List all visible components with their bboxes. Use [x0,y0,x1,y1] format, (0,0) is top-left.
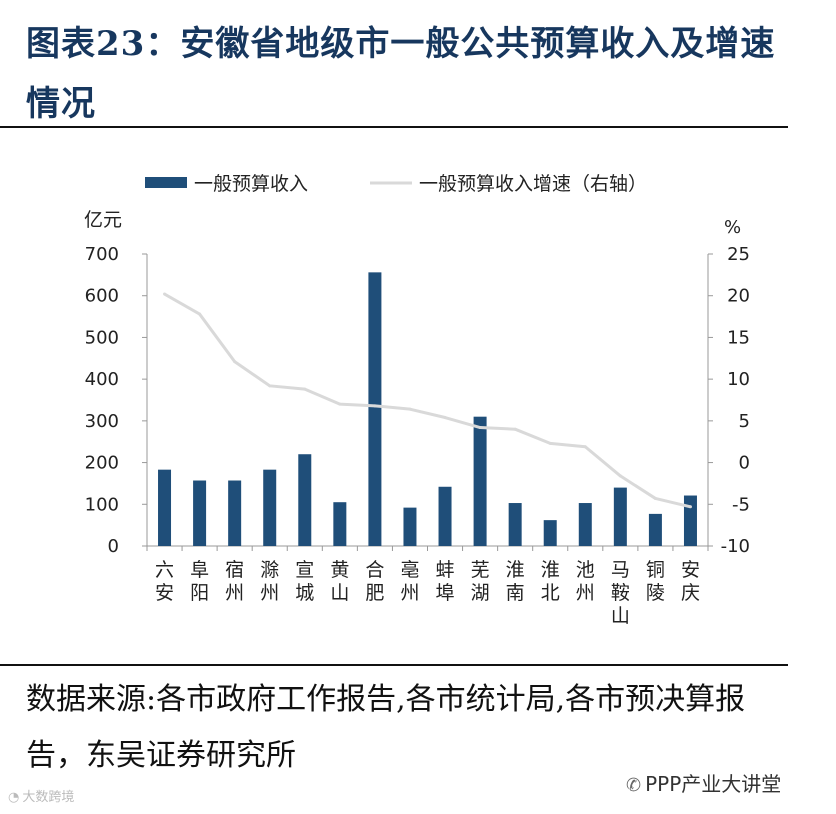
bar-淮北 [543,520,557,546]
x-label-安庆: 安庆 [681,559,700,604]
bar-滁州 [263,469,277,546]
y-right-tick-label: 20 [727,286,750,307]
growth-point-池州 [583,445,587,449]
growth-line [163,292,691,509]
bar-series [158,272,697,546]
y-right-tick-label: -5 [732,494,750,515]
bar-淮南 [508,503,522,546]
x-label-铜陵: 铜陵 [646,559,665,604]
growth-point-宣城 [303,387,307,391]
growth-point-六安 [163,292,167,296]
watermark-right-text: PPP产业大讲堂 [645,772,782,796]
x-label-池州: 池州 [576,559,595,604]
x-label-马鞍山: 马鞍山 [611,559,630,627]
source-note: 数据来源:各市政府工作报告,各市统计局,各市预决算报告，东吴证券研究所 [26,682,746,773]
growth-point-芜湖 [478,426,482,430]
bar-铜陵 [648,513,662,546]
y-axis-left-unit: 亿元 [84,209,122,231]
bar-宿州 [228,480,242,546]
x-label-黄山: 黄山 [330,559,349,604]
bar-合肥 [368,272,382,546]
weibo-icon: ◔ [8,790,20,805]
bar-六安 [158,469,172,546]
watermark-right: ✆ PPP产业大讲堂 [626,768,781,797]
combo-chart: 一般预算收入 一般预算收入增速（右轴） 亿元 %010020030040050060… [84,173,750,627]
x-label-宣城: 宣城 [295,559,314,604]
x-label-淮北: 淮北 [541,559,560,604]
growth-point-淮北 [548,441,552,445]
watermark-left: ◔ 大数跨境 [8,786,74,805]
bar-亳州 [403,507,417,546]
growth-point-安庆 [688,505,692,509]
growth-point-阜阳 [198,312,202,316]
x-label-合肥: 合肥 [365,559,384,604]
growth-point-蚌埠 [443,416,447,420]
x-label-宿州: 宿州 [225,559,244,604]
x-label-蚌埠: 蚌埠 [436,559,455,604]
chart-legend: 一般预算收入 一般预算收入增速（右轴） [145,173,647,195]
growth-point-宿州 [233,360,237,364]
growth-point-黄山 [338,402,342,406]
bar-池州 [578,503,592,546]
x-label-亳州: 亳州 [400,559,419,604]
x-label-淮南: 淮南 [506,559,525,604]
growth-point-合肥 [373,404,377,408]
y-left-tick-label: 400 [85,369,119,390]
y-right-tick-label: 5 [739,411,750,432]
bottom-divider [0,664,788,666]
y-axis-right-unit: % [724,217,741,238]
x-label-阜阳: 阜阳 [190,559,209,604]
bar-阜阳 [193,480,207,546]
wechat-icon: ✆ [626,775,642,796]
y-right-tick-label: 25 [727,244,750,265]
y-right-tick-label: 15 [727,327,750,348]
legend-bar-swatch [145,177,187,188]
x-label-芜湖: 芜湖 [471,559,490,604]
y-right-tick-label: 0 [739,453,750,474]
bar-蚌埠 [438,486,452,546]
growth-point-亳州 [408,407,412,411]
y-left-tick-label: 100 [85,494,119,515]
top-divider [0,126,788,128]
legend-line-label: 一般预算收入增速（右轴） [419,173,647,195]
y-right-tick-label: 10 [727,369,750,390]
y-left-tick-label: 500 [85,327,119,348]
legend-bar-label: 一般预算收入 [194,173,308,195]
y-right-tick-label: -10 [721,536,750,557]
line-series [163,292,692,509]
growth-point-马鞍山 [618,474,622,478]
growth-point-滁州 [268,384,272,388]
bar-安庆 [683,495,697,546]
bar-马鞍山 [613,487,627,546]
bar-黄山 [333,502,347,546]
y-left-tick-label: 0 [108,536,119,557]
x-label-滁州: 滁州 [260,559,279,604]
bar-芜湖 [473,416,487,546]
y-left-tick-label: 600 [85,286,119,307]
y-left-tick-label: 300 [85,411,119,432]
growth-point-淮南 [513,427,517,431]
growth-point-铜陵 [653,496,657,500]
chart-axes: 亿元 % 0 100 200 300 400 500 600 700 -10 -5 0 5 10 15 20 25 [84,209,750,557]
watermark-left-text: 大数跨境 [22,790,75,805]
chart-title: 图表23：安徽省地级市一般公共预算收入及增速情况 [26,24,776,124]
y-left-tick-label: 200 [85,453,119,474]
bar-宣城 [298,454,312,546]
x-label-六安: 六安 [155,559,174,604]
y-left-tick-label: 700 [85,244,119,265]
